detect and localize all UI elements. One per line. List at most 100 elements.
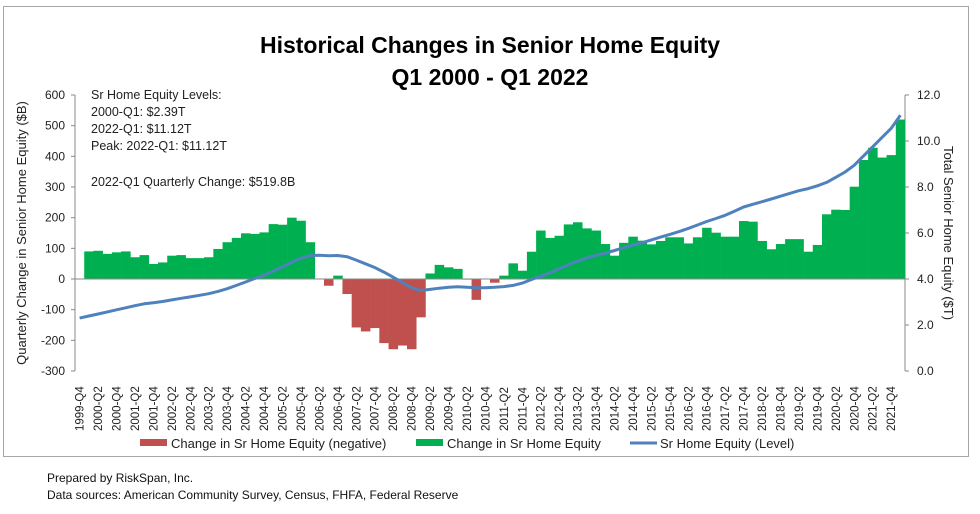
bar-positive: [508, 263, 518, 279]
bar-positive: [739, 221, 749, 279]
bar-negative: [360, 279, 371, 332]
y-tick-label: -200: [41, 333, 65, 347]
bar-positive: [158, 262, 168, 279]
annotation-end-level: 2022-Q1: $11.12T: [91, 122, 192, 136]
bar-positive: [333, 275, 343, 279]
x-tick-label: 2013-Q2: [573, 386, 585, 431]
bar-positive: [222, 242, 233, 279]
bar-positive: [822, 214, 832, 279]
bar-positive: [185, 258, 196, 279]
bar-positive: [702, 227, 712, 279]
x-tick-label: 2015-Q2: [646, 386, 658, 431]
bar-negative: [416, 279, 426, 318]
y2-tick-label: 6.0: [917, 226, 934, 240]
bar-positive: [683, 243, 694, 279]
x-tick-label: 2021-Q4: [886, 386, 898, 431]
bar-positive: [545, 237, 555, 279]
bar-positive: [794, 239, 804, 279]
bar-negative: [379, 279, 389, 344]
y-tick-label: 600: [45, 88, 65, 102]
bar-positive: [84, 251, 94, 279]
y-tick-label: -300: [41, 364, 65, 378]
bar-negative: [490, 279, 500, 283]
bar-positive: [517, 270, 528, 279]
bar-positive: [646, 244, 657, 279]
bar-positive: [434, 264, 445, 279]
bar-positive: [453, 268, 463, 279]
bar-negative: [397, 279, 408, 346]
bar-positive: [102, 253, 113, 279]
y2-tick-label: 10.0: [917, 134, 941, 148]
bar-positive: [111, 252, 122, 279]
bar-positive: [231, 237, 242, 279]
bar-positive: [526, 251, 537, 279]
bar-positive: [443, 267, 454, 279]
y-axis-title: Quarterly Change in Senior Home Equity (…: [14, 101, 29, 365]
legend-label-positive: Change in Sr Home Equity: [447, 436, 601, 451]
bar-positive: [628, 236, 638, 279]
chart-frame: [3, 6, 969, 457]
x-tick-label: 2012-Q4: [554, 386, 566, 431]
x-tick-label: 2005-Q2: [278, 386, 290, 431]
legend-swatch-negative: [140, 439, 167, 446]
bar-positive: [858, 160, 869, 279]
x-tick-label: 2001-Q2: [130, 386, 142, 431]
x-tick-label: 2017-Q4: [739, 386, 751, 431]
bar-positive: [637, 240, 648, 279]
bar-positive: [194, 258, 205, 279]
x-tick-label: 2011-Q4: [517, 386, 529, 431]
bar-positive: [757, 240, 767, 279]
bar-positive: [748, 221, 758, 279]
bar-negative: [342, 279, 352, 295]
x-tick-label: 2007-Q2: [351, 386, 363, 431]
footer-prepared: Prepared by RiskSpan, Inc.: [47, 471, 194, 485]
bar-positive: [674, 237, 684, 279]
x-tick-label: 2009-Q4: [444, 386, 456, 431]
x-tick-label: 2004-Q4: [259, 386, 271, 431]
annotation-start-level: 2000-Q1: $2.39T: [91, 105, 186, 119]
bar-positive: [711, 232, 721, 279]
bar-positive: [895, 119, 906, 280]
x-tick-label: 2002-Q2: [167, 386, 179, 431]
x-tick-label: 2001-Q4: [148, 386, 160, 431]
bar-positive: [619, 242, 629, 279]
legend-label-line: Sr Home Equity (Level): [660, 436, 794, 451]
bar-positive: [766, 249, 777, 279]
bar-positive: [425, 273, 435, 279]
bar-positive: [259, 232, 269, 279]
annotation-quarterly-change: 2022-Q1 Quarterly Change: $519.8B: [91, 175, 296, 189]
bar-positive: [831, 209, 841, 279]
bar-negative: [407, 279, 417, 350]
bar-positive: [296, 220, 306, 279]
bar-positive: [121, 251, 131, 279]
bar-negative: [351, 279, 362, 328]
bar-positive: [665, 237, 675, 279]
y-tick-label: 400: [45, 149, 65, 163]
bar-negative: [324, 279, 334, 286]
bar-positive: [93, 250, 103, 279]
bar-positive: [148, 263, 159, 279]
x-tick-label: 2021-Q2: [868, 386, 880, 431]
bar-positive: [573, 222, 583, 279]
bar-positive: [609, 255, 620, 279]
bar-positive: [176, 255, 186, 279]
y-tick-label: 200: [45, 211, 65, 225]
x-tick-label: 2005-Q4: [296, 386, 308, 431]
bar-positive: [886, 155, 897, 279]
y2-axis-title: Total Senior Home Equity ($T): [941, 146, 956, 320]
bar-positive: [812, 244, 823, 279]
bar-negative: [370, 279, 380, 329]
y-tick-label: 0: [58, 272, 65, 286]
x-tick-label: 2004-Q2: [241, 386, 253, 431]
x-tick-label: 2007-Q4: [370, 386, 382, 431]
footer-sources: Data sources: American Community Survey,…: [47, 488, 459, 502]
bar-negative: [388, 279, 399, 350]
x-tick-label: 2012-Q2: [536, 386, 548, 431]
y2-tick-label: 12.0: [917, 88, 941, 102]
y-tick-label: 300: [45, 180, 65, 194]
bar-positive: [499, 275, 509, 279]
bar-positive: [268, 224, 279, 279]
x-tick-label: 2003-Q2: [204, 386, 216, 431]
x-tick-label: 2000-Q2: [93, 386, 105, 431]
bar-negative: [471, 279, 482, 300]
